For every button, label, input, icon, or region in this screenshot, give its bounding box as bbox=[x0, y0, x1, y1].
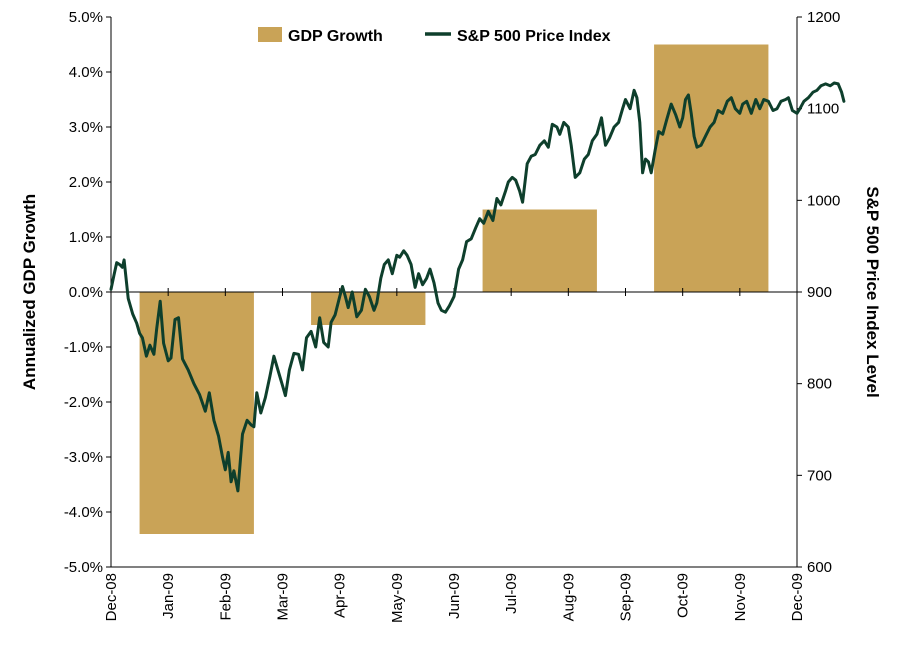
right-tick-label: 1100 bbox=[807, 101, 839, 118]
x-tick-label: Oct-09 bbox=[675, 573, 692, 618]
right-tick-label: 600 bbox=[807, 559, 832, 576]
sp500-line bbox=[109, 81, 846, 493]
x-tick-label: Mar-09 bbox=[275, 573, 292, 621]
right-axis-title: S&P 500 Price Index Level bbox=[863, 186, 882, 397]
left-tick-label: -2.0% bbox=[64, 394, 103, 411]
legend: GDP Growth S&P 500 Price Index bbox=[258, 27, 611, 45]
tick-labels: 5.0% 4.0% 3.0% 2.0% 1.0% 0.0% -1.0% -2.0% -3.0% -… bbox=[64, 9, 841, 623]
x-tick-label: Dec-09 bbox=[789, 573, 806, 621]
sp500-line-layer bbox=[109, 81, 846, 493]
x-tick-label: May-09 bbox=[389, 573, 406, 623]
x-tick-label: Sep-09 bbox=[618, 573, 635, 621]
left-tick-label: 5.0% bbox=[69, 9, 103, 26]
left-axis-title: Annualized GDP Growth bbox=[20, 194, 39, 390]
x-tick-label: Apr-09 bbox=[332, 573, 349, 618]
gdp-bar bbox=[482, 209, 597, 292]
left-tick-label: 1.0% bbox=[69, 229, 103, 246]
left-tick-label: 3.0% bbox=[69, 119, 103, 136]
x-tick-label: Dec-08 bbox=[103, 573, 120, 621]
legend-bar-label: GDP Growth bbox=[288, 28, 383, 45]
right-tick-label: 1000 bbox=[807, 192, 840, 209]
x-tick-label: Nov-09 bbox=[732, 573, 749, 621]
x-tick-label: Aug-09 bbox=[560, 573, 577, 621]
left-tick-label: -5.0% bbox=[64, 559, 103, 576]
left-tick-label: 0.0% bbox=[69, 284, 103, 301]
left-tick-label: -3.0% bbox=[64, 449, 103, 466]
right-tick-label: 700 bbox=[807, 467, 832, 484]
x-tick-label: Jul-09 bbox=[503, 573, 520, 614]
x-tick-label: Jun-09 bbox=[446, 573, 463, 619]
right-tick-label: 800 bbox=[807, 376, 832, 393]
left-tick-label: -4.0% bbox=[64, 504, 103, 521]
gdp-bar bbox=[654, 44, 769, 292]
left-tick-label: 4.0% bbox=[69, 64, 103, 81]
x-tick-label: Jan-09 bbox=[160, 573, 177, 619]
gdp-bar bbox=[139, 292, 254, 534]
right-tick-label: 1200 bbox=[807, 9, 840, 26]
left-tick-label: 2.0% bbox=[69, 174, 103, 191]
right-tick-label: 900 bbox=[807, 284, 832, 301]
legend-line-label: S&P 500 Price Index bbox=[457, 28, 611, 45]
left-tick-label: -1.0% bbox=[64, 339, 103, 356]
x-tick-label: Feb-09 bbox=[217, 573, 234, 621]
legend-bar-swatch bbox=[258, 27, 282, 42]
